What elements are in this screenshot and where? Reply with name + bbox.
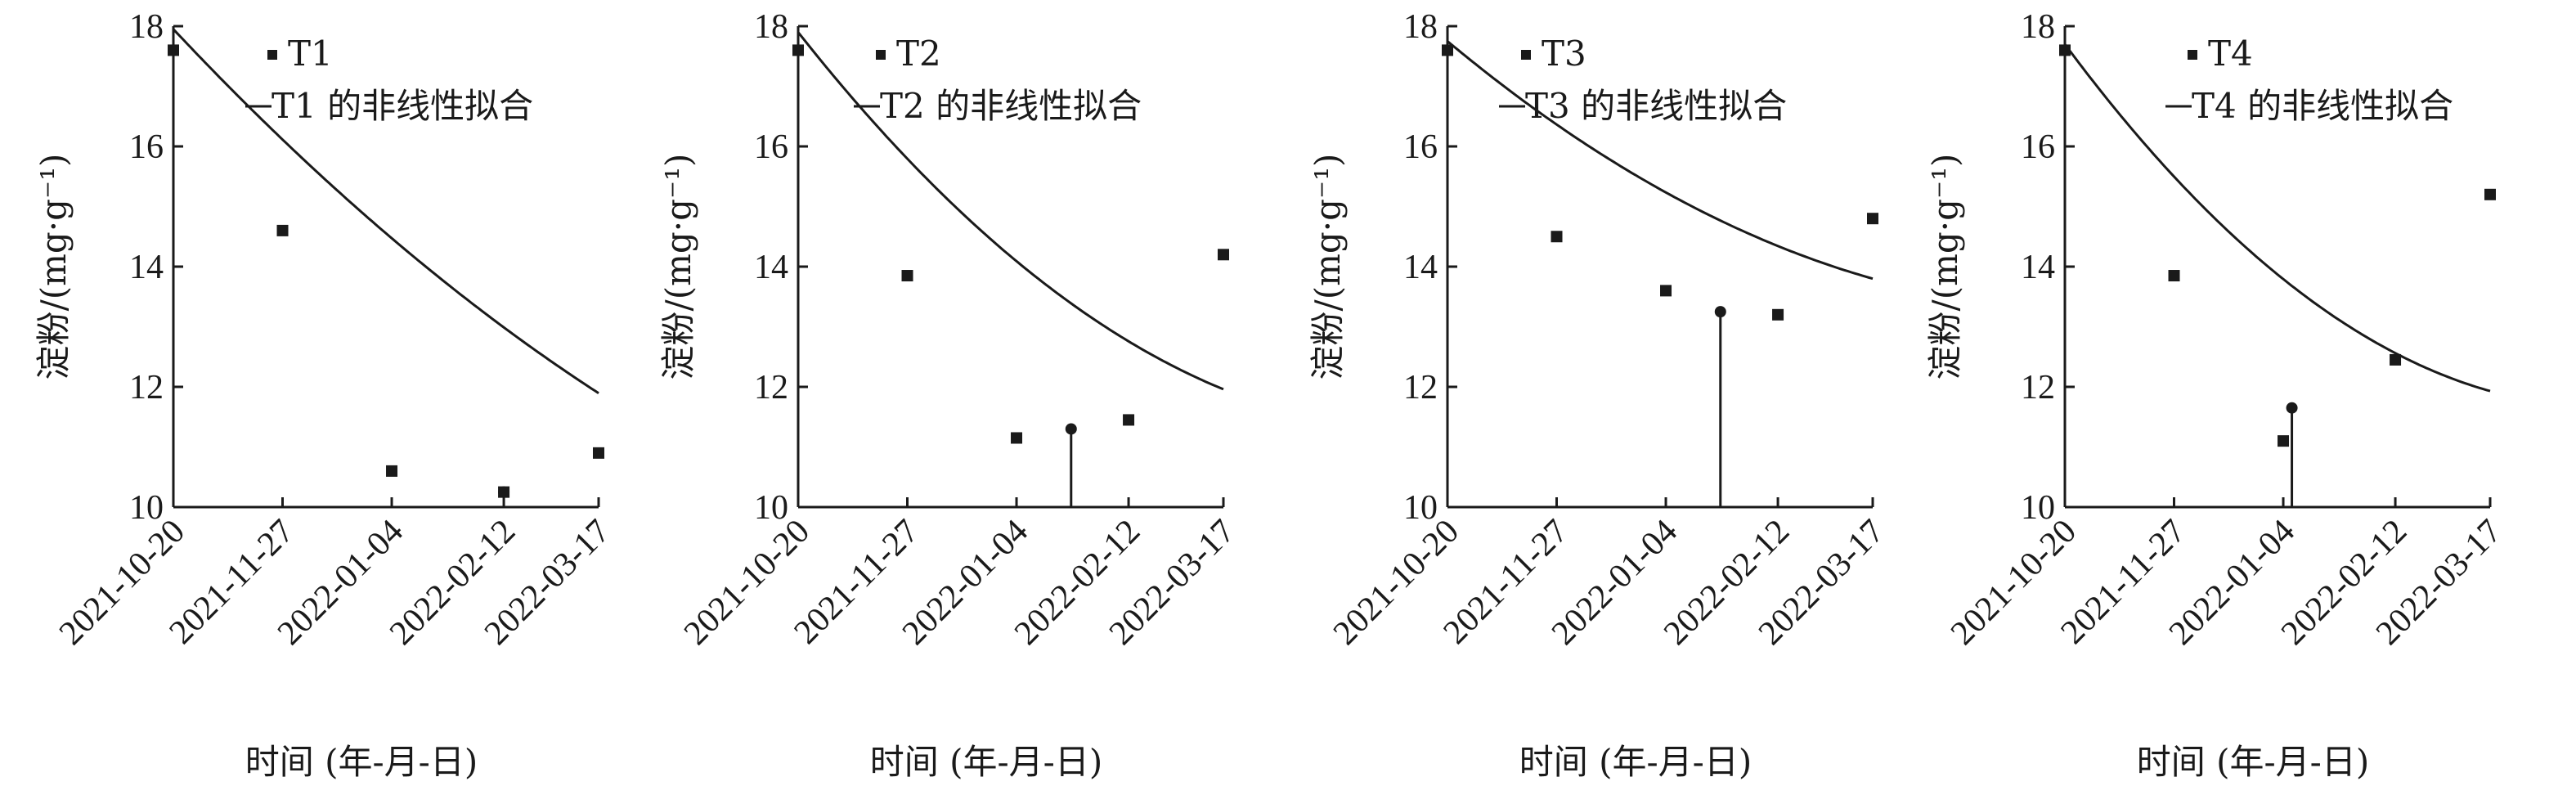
data-point [1660, 285, 1672, 297]
minimum-point [1714, 306, 1726, 318]
data-point [2390, 353, 2402, 366]
y-tick-label: 12 [754, 369, 788, 406]
data-point [498, 486, 510, 498]
chart-panel-t4: 10121416182021-10-202021-11-272022-01-04… [1925, 8, 2509, 782]
y-axis-title: 淀粉/(mg·g⁻¹) [1308, 154, 1348, 380]
y-tick-label: 18 [1403, 8, 1438, 46]
legend-point-marker [267, 50, 277, 60]
data-point [1867, 213, 1878, 225]
x-axis-title: 时间 (年-月-日) [245, 742, 478, 782]
legend-label-fit: T2 的非线性拟合 [880, 86, 1142, 126]
chart-panel-t1: 10121416182021-10-202021-11-272022-01-04… [34, 8, 617, 782]
fit-curve-t2 [797, 31, 1224, 391]
legend-label-fit: T3 的非线性拟合 [1525, 86, 1787, 126]
data-point [901, 270, 913, 282]
x-axis-title: 时间 (年-月-日) [2137, 742, 2370, 782]
y-tick-label: 18 [129, 8, 164, 46]
legend-point-marker [876, 50, 886, 60]
y-tick-label: 16 [1403, 128, 1438, 166]
y-tick-label: 14 [754, 249, 788, 286]
y-axis-title: 淀粉/(mg·g⁻¹) [658, 154, 698, 380]
data-point [1123, 414, 1135, 426]
minimum-point [2286, 402, 2298, 414]
y-axis-title: 淀粉/(mg·g⁻¹) [34, 154, 74, 380]
y-tick-label: 18 [754, 8, 788, 46]
legend-point-marker [1521, 50, 1531, 60]
data-point [1218, 249, 1229, 261]
data-point [1772, 308, 1784, 321]
data-point [386, 465, 398, 477]
y-axis-title: 淀粉/(mg·g⁻¹) [1925, 154, 1965, 380]
data-point [2168, 270, 2180, 282]
data-point [1551, 231, 1563, 243]
data-point [168, 44, 179, 56]
fit-curve-t4 [2063, 43, 2491, 393]
chart-panel-t2: 10121416182021-10-202021-11-272022-01-04… [658, 8, 1242, 782]
data-point [2484, 188, 2496, 200]
x-axis-title: 时间 (年-月-日) [1519, 742, 1752, 782]
data-point [593, 447, 604, 459]
y-tick-label: 16 [2021, 128, 2055, 166]
legend-label-points: T4 [2208, 34, 2253, 74]
y-tick-label: 14 [1403, 249, 1438, 286]
y-tick-label: 16 [129, 128, 164, 166]
data-point [276, 224, 289, 236]
legend-label-points: T3 [1542, 34, 1586, 74]
data-point [792, 44, 804, 56]
y-tick-label: 16 [754, 128, 788, 166]
legend-label-fit: T4 的非线性拟合 [2192, 86, 2453, 126]
y-tick-label: 14 [2021, 249, 2055, 286]
legend-label-points: T2 [896, 34, 941, 74]
data-point [1442, 44, 1453, 56]
fit-curve-t1 [172, 28, 599, 394]
y-tick-label: 14 [129, 249, 164, 286]
legend-point-marker [2188, 50, 2197, 60]
y-tick-label: 10 [129, 489, 164, 527]
y-tick-label: 10 [754, 489, 788, 527]
y-tick-label: 12 [2021, 369, 2055, 406]
legend-label-points: T1 [288, 34, 333, 74]
y-tick-label: 10 [1403, 489, 1438, 527]
data-point [2278, 435, 2290, 447]
y-tick-label: 12 [129, 369, 164, 406]
chart-panel-t3: 10121416182021-10-202021-11-272022-01-04… [1308, 8, 1892, 782]
fit-curve-t3 [1447, 40, 1874, 281]
minimum-point [1065, 423, 1077, 435]
y-tick-label: 18 [2021, 8, 2055, 46]
y-tick-label: 12 [1403, 369, 1438, 406]
data-point [2059, 44, 2071, 56]
x-axis-title: 时间 (年-月-日) [870, 742, 1103, 782]
legend-label-fit: T1 的非线性拟合 [272, 86, 533, 126]
y-tick-label: 10 [2021, 489, 2055, 527]
data-point [1011, 432, 1023, 444]
